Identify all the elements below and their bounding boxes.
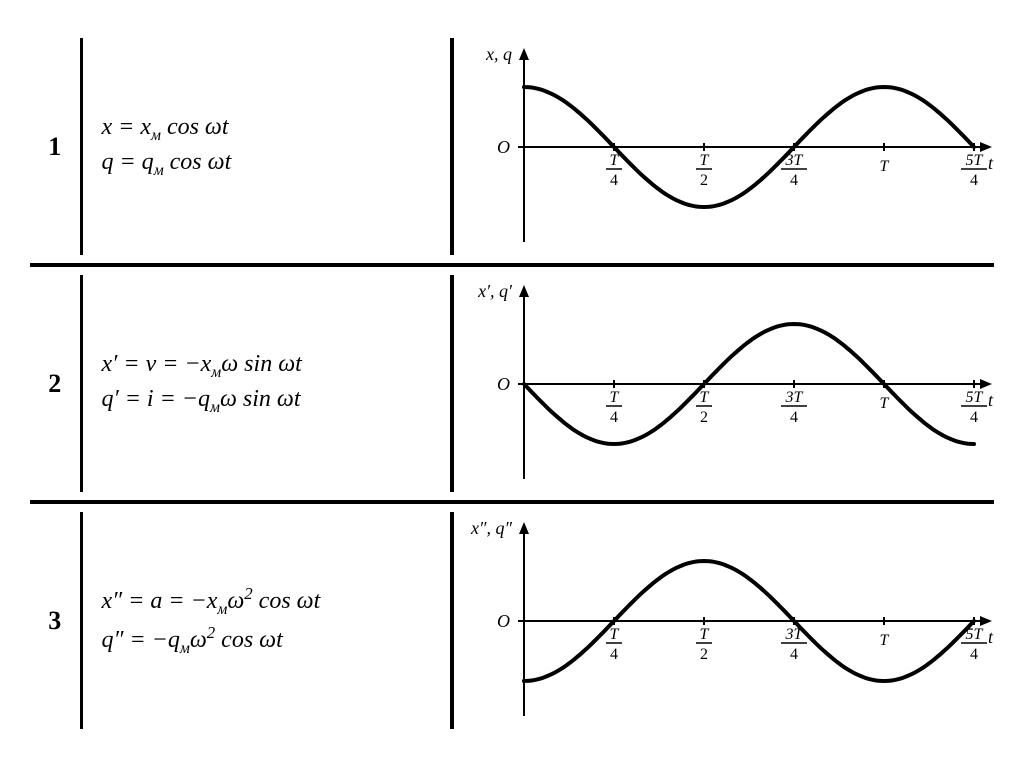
- equation-1: x = xм cos ωt: [101, 114, 231, 145]
- chart-cell: O x″, q″ t T4T23T4T5T4: [454, 504, 994, 737]
- x-tick-frac-den: 4: [610, 646, 618, 663]
- x-tick-label: T: [880, 395, 890, 412]
- x-tick-frac-num: T: [700, 389, 710, 406]
- origin-label: O: [497, 374, 510, 394]
- oscillation-chart: O x, q t T4T23T4T5T4: [454, 42, 994, 252]
- x-tick-frac-num: T: [610, 626, 620, 643]
- x-tick-frac-den: 2: [700, 409, 708, 426]
- x-tick-frac-den: 4: [970, 172, 978, 189]
- x-tick-frac-den: 2: [700, 172, 708, 189]
- x-tick-label: T: [880, 158, 890, 175]
- x-tick-label: T: [880, 632, 890, 649]
- oscillation-chart: O x′, q′ t T 4 T 2 3T 4 T 5T 4: [454, 279, 994, 489]
- x-tick-frac-den: 4: [970, 409, 978, 426]
- x-tick-frac-den: 4: [970, 646, 978, 663]
- x-axis-label: t: [988, 153, 994, 173]
- x-tick-frac-den: 2: [700, 646, 708, 663]
- x-tick-frac-num: T: [700, 152, 710, 169]
- x-arrowhead-icon: [980, 379, 992, 389]
- oscillation-row: 2 x′ = v = −xмω sin ωt q′ = i = −qмω sin…: [30, 267, 994, 504]
- x-arrowhead-icon: [980, 616, 992, 626]
- oscillation-row: 1 x = xм cos ωt q = qм cos ωt O x, q t T…: [30, 30, 994, 267]
- oscillation-row: 3 x″ = a = −xмω2 cos ωt q″ = −qмω2 cos ω…: [30, 504, 994, 737]
- x-tick-frac-den: 4: [790, 172, 798, 189]
- equation-2: q″ = −qмω2 cos ωt: [101, 623, 320, 658]
- x-tick-frac-num: 5T: [966, 152, 984, 169]
- x-tick-frac-num: 3T: [785, 389, 804, 406]
- oscillation-chart: O x″, q″ t T4T23T4T5T4: [454, 516, 994, 726]
- equations-cell: x = xм cos ωt q = qм cos ωt: [83, 30, 450, 263]
- x-tick-frac-num: T: [610, 152, 620, 169]
- chart-cell: O x′, q′ t T 4 T 2 3T 4 T 5T 4: [454, 267, 994, 500]
- x-tick-frac-den: 4: [790, 646, 798, 663]
- chart-cell: O x, q t T4T23T4T5T4: [454, 30, 994, 263]
- equation-1: x′ = v = −xмω sin ωt: [101, 351, 301, 382]
- x-tick-frac-num: T: [610, 389, 620, 406]
- y-axis-label: x, q: [485, 44, 512, 64]
- row-number: 3: [30, 504, 80, 737]
- row-number: 2: [30, 267, 80, 500]
- y-arrowhead-icon: [519, 285, 529, 297]
- row-number: 1: [30, 30, 80, 263]
- x-tick-frac-den: 4: [610, 172, 618, 189]
- equations-cell: x′ = v = −xмω sin ωt q′ = i = −qмω sin ω…: [83, 267, 450, 500]
- y-arrowhead-icon: [519, 522, 529, 534]
- x-tick-frac-num: T: [700, 626, 710, 643]
- x-tick-frac-num: 5T: [966, 389, 984, 406]
- y-axis-label: x″, q″: [470, 518, 512, 538]
- y-arrowhead-icon: [519, 48, 529, 60]
- x-arrowhead-icon: [980, 142, 992, 152]
- x-axis-label: t: [988, 390, 994, 410]
- origin-label: O: [497, 611, 510, 631]
- equation-1: x″ = a = −xмω2 cos ωt: [101, 584, 320, 619]
- equation-2: q = qм cos ωt: [101, 149, 231, 180]
- origin-label: O: [497, 137, 510, 157]
- x-tick-frac-den: 4: [790, 409, 798, 426]
- x-axis-label: t: [988, 627, 994, 647]
- y-axis-label: x′, q′: [477, 281, 513, 301]
- x-tick-frac-den: 4: [610, 409, 618, 426]
- equations-cell: x″ = a = −xмω2 cos ωt q″ = −qмω2 cos ωt: [83, 504, 450, 737]
- equation-2: q′ = i = −qмω sin ωt: [101, 386, 301, 417]
